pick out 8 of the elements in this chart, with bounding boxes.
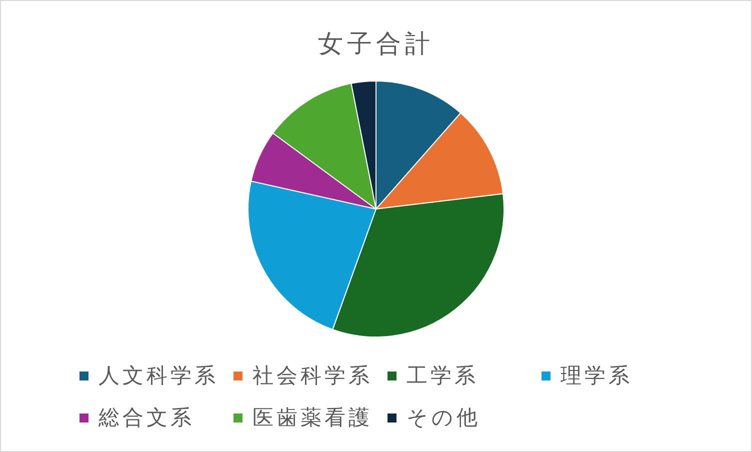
legend-label: 理学系 — [560, 364, 632, 388]
legend-label: 人文科学系 — [98, 364, 218, 388]
legend-label: その他 — [406, 406, 480, 430]
legend-label: 医歯薬看護 — [252, 406, 372, 430]
legend-label: 総合文系 — [98, 406, 194, 430]
legend-label: 工学系 — [406, 364, 478, 388]
title: 女子合計 — [318, 30, 434, 58]
legend-label: 社会科学系 — [252, 364, 372, 388]
